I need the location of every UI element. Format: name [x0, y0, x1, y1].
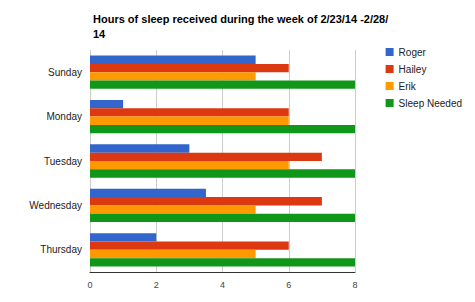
svg-text:Thursday: Thursday [40, 244, 82, 255]
svg-text:2: 2 [154, 280, 159, 290]
svg-text:14: 14 [93, 28, 106, 40]
svg-text:Wednesday: Wednesday [29, 200, 82, 211]
svg-text:Erik: Erik [399, 81, 417, 92]
svg-text:Hailey: Hailey [399, 64, 427, 75]
svg-text:Sunday: Sunday [48, 67, 82, 78]
svg-text:Sleep Needed: Sleep Needed [399, 98, 462, 109]
svg-text:4: 4 [220, 280, 225, 290]
svg-text:Tuesday: Tuesday [44, 156, 82, 167]
svg-text:8: 8 [352, 280, 357, 290]
svg-text:6: 6 [286, 280, 291, 290]
svg-text:0: 0 [87, 280, 92, 290]
svg-text:Hours of sleep received during: Hours of sleep received during the week … [93, 13, 388, 25]
svg-text:Monday: Monday [46, 111, 82, 122]
svg-text:Roger: Roger [399, 47, 427, 58]
